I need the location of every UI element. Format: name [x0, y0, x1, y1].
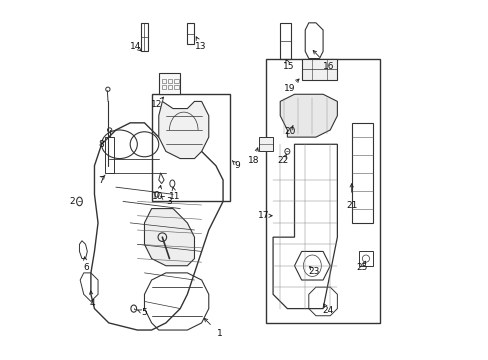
- Bar: [105, 137, 114, 173]
- Text: 19: 19: [284, 84, 295, 93]
- Text: 6: 6: [83, 263, 89, 272]
- Bar: [151, 94, 230, 202]
- Text: 7: 7: [98, 176, 103, 185]
- Text: 4: 4: [89, 299, 95, 308]
- Text: 8: 8: [98, 140, 103, 149]
- Text: 5: 5: [142, 309, 147, 318]
- Text: 9: 9: [234, 161, 240, 170]
- Text: 14: 14: [130, 41, 141, 50]
- PathPatch shape: [258, 137, 272, 152]
- PathPatch shape: [159, 102, 208, 158]
- Text: 20: 20: [284, 127, 295, 136]
- Bar: [162, 85, 165, 89]
- Bar: [162, 79, 165, 83]
- Text: 17: 17: [258, 211, 269, 220]
- Text: 16: 16: [322, 62, 333, 71]
- Text: 13: 13: [195, 41, 206, 50]
- PathPatch shape: [280, 94, 337, 137]
- Text: 11: 11: [169, 192, 180, 201]
- Text: 22: 22: [277, 156, 288, 165]
- Bar: [168, 79, 172, 83]
- PathPatch shape: [301, 59, 337, 80]
- Text: 12: 12: [151, 100, 163, 109]
- Bar: [265, 59, 380, 323]
- Text: 1: 1: [216, 329, 222, 338]
- Bar: [174, 85, 179, 89]
- Text: 24: 24: [322, 306, 333, 315]
- Text: 21: 21: [346, 201, 357, 210]
- PathPatch shape: [144, 208, 194, 266]
- Bar: [168, 85, 172, 89]
- Text: 3: 3: [166, 197, 172, 206]
- Text: 18: 18: [248, 156, 259, 165]
- PathPatch shape: [159, 73, 180, 94]
- Text: 10: 10: [152, 192, 163, 201]
- Text: 15: 15: [283, 62, 294, 71]
- Text: 25: 25: [356, 263, 367, 272]
- Bar: [174, 79, 179, 83]
- Text: 23: 23: [308, 267, 319, 276]
- Text: 2: 2: [69, 197, 75, 206]
